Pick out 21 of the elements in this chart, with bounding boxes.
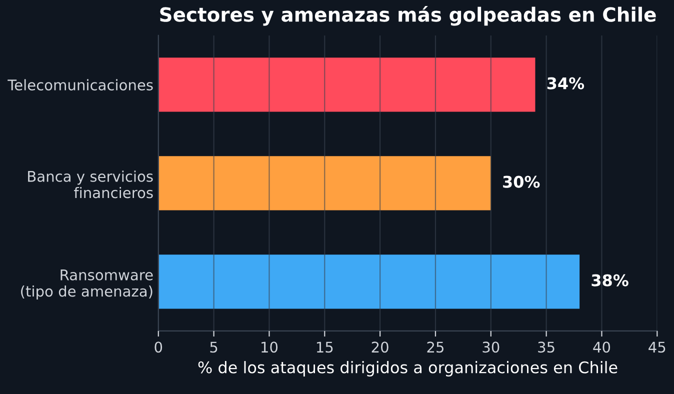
y-tick-label: Telecomunicaciones bbox=[8, 79, 153, 90]
data-label: 38% bbox=[592, 274, 628, 286]
x-axis-title: % de los ataques dirigidos a organizaciones en Chile bbox=[198, 361, 618, 377]
y-tick-label: Ransomware (tipo de amenaza) bbox=[21, 270, 153, 300]
x-tick-label: 10 bbox=[262, 342, 278, 353]
data-label: 34% bbox=[547, 77, 584, 90]
x-tick-label: 15 bbox=[316, 342, 333, 353]
data-label: 30% bbox=[503, 176, 540, 188]
x-tick-label: 30 bbox=[482, 342, 500, 353]
x-tick-label: 0 bbox=[154, 342, 162, 353]
x-tick-label: 20 bbox=[372, 342, 388, 353]
bar bbox=[158, 254, 580, 309]
x-tick-label: 40 bbox=[593, 342, 610, 353]
x-tick-label: 5 bbox=[210, 342, 218, 353]
bar bbox=[158, 156, 491, 210]
y-tick-label: Banca y servicios financieros bbox=[28, 170, 153, 198]
chart-title: Sectores y amenazas más golpeadas en Chile bbox=[160, 6, 656, 26]
bar bbox=[158, 58, 536, 112]
x-tick-label: 45 bbox=[648, 342, 666, 353]
x-tick-label: 25 bbox=[427, 342, 444, 353]
x-tick-label: 35 bbox=[538, 342, 554, 353]
